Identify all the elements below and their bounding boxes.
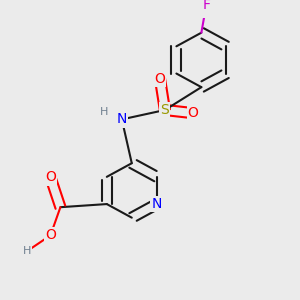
Text: S: S (160, 103, 169, 117)
Text: H: H (99, 106, 108, 117)
Text: O: O (45, 228, 56, 242)
Text: O: O (154, 72, 165, 86)
Text: O: O (45, 170, 56, 184)
Text: N: N (152, 197, 162, 211)
Text: F: F (202, 0, 210, 11)
Text: N: N (117, 112, 127, 126)
Text: H: H (23, 246, 32, 256)
Text: O: O (188, 106, 199, 120)
